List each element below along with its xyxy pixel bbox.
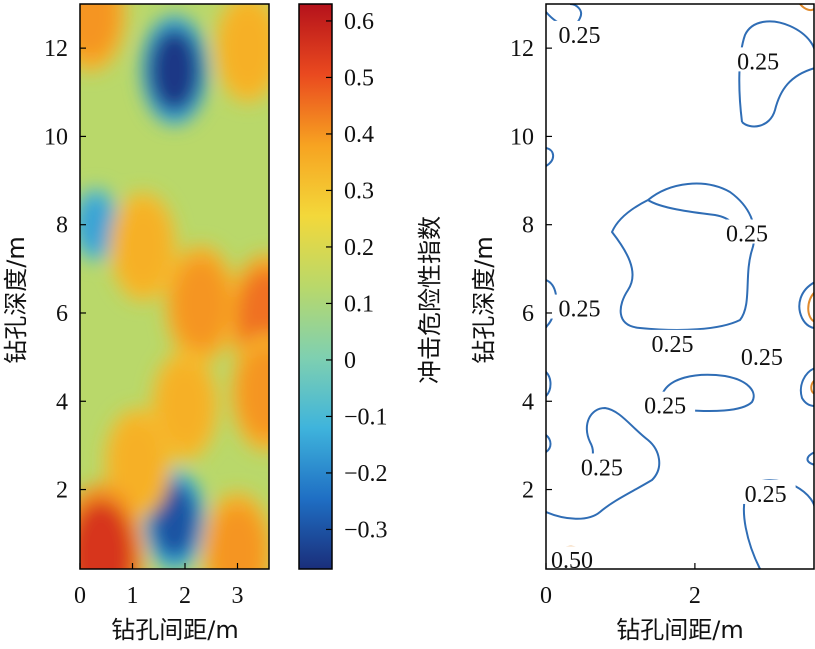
- colorbar-tick-label: 0.1: [344, 291, 374, 317]
- contour-label: 0.25: [741, 345, 783, 371]
- contour-line: [546, 434, 552, 453]
- heatmap-y-axis-label: 钻孔深度/m: [2, 236, 30, 363]
- heatmap-blob-core: [112, 420, 164, 506]
- colorbar-tick-label: −0.2: [344, 461, 388, 487]
- colorbar-label: 冲击危险性指数: [416, 216, 444, 384]
- contour-label: 0.50: [551, 548, 593, 574]
- heatmap-blob-core: [148, 27, 201, 113]
- contour-label-bg: [635, 391, 696, 416]
- contour-label: 0.25: [745, 482, 787, 508]
- contour-line: [738, 20, 814, 123]
- heatmap-x-tick-label: 2: [179, 583, 191, 609]
- contour-frame: [545, 3, 815, 570]
- contour-line: [741, 67, 814, 128]
- contour-label-bg: [571, 453, 632, 478]
- contour-label: 0.25: [559, 23, 601, 49]
- contour-y-tick-label: 8: [522, 213, 534, 239]
- heatmap-frame: [79, 3, 270, 570]
- contour-labels: 0.25 0.25 0.25 0.25 0.25 0.25 0.25 0.25 0.25 0.50: [542, 20, 796, 574]
- contour-label-bg: [731, 343, 792, 368]
- contour-y-tick-label: 10: [510, 124, 534, 150]
- heatmap-y-tick-label: 6: [56, 301, 68, 327]
- contour-line: [806, 451, 814, 466]
- heatmap-x-ticks: 0 1 2 3: [74, 563, 244, 609]
- colorbar-tick-label: 0.4: [344, 122, 374, 148]
- contour-line: [799, 367, 814, 407]
- contour-label: 0.25: [652, 332, 694, 358]
- contour-label: 0.25: [581, 455, 623, 481]
- contour-label: 0.25: [737, 49, 779, 75]
- contour-label-bg: [735, 479, 796, 504]
- heatmap-blobs: [80, 4, 269, 569]
- heatmap-blob-core: [80, 195, 115, 254]
- heatmap-blob-core: [80, 4, 119, 59]
- contour-y-tick-label: 12: [510, 36, 534, 62]
- heatmap-x-tick-label: 0: [74, 583, 86, 609]
- contour-line: [799, 4, 814, 12]
- contour-panel: 0.25 0.25 0.25 0.25 0.25 0.25 0.25 0.25 0.25 0.50…: [470, 3, 815, 644]
- contour-y-axis-label: 钻孔深度/m: [470, 236, 498, 363]
- heatmap-blob-core: [150, 481, 199, 560]
- colorbar-tick-label: 0.6: [344, 9, 374, 35]
- colorbar-tick-label: 0: [344, 348, 356, 374]
- colorbar-gradient: [299, 4, 332, 569]
- contour-label-bg: [717, 219, 777, 244]
- heatmap-blob-core: [173, 258, 229, 350]
- heatmap-blob-core: [209, 505, 266, 569]
- contour-y-tick-label: 6: [522, 301, 534, 327]
- heatmap-y-tick-label: 12: [44, 36, 68, 62]
- colorbar-tick-label: −0.1: [344, 404, 388, 430]
- contour-line: [546, 371, 552, 397]
- heatmap-blob-core: [222, 5, 269, 91]
- contour-label: 0.25: [726, 222, 768, 248]
- contour-line: [798, 281, 814, 329]
- heatmap-blob-core: [80, 499, 135, 569]
- heatmap-y-tick-label: 10: [44, 124, 68, 150]
- heatmap-blob-core: [117, 204, 169, 290]
- colorbar-frame: [298, 3, 333, 570]
- heatmap-y-ticks: 2 4 6 8 10 12: [44, 36, 86, 504]
- heatmap-y-tick-label: 2: [56, 478, 68, 504]
- contour-x-tick-label: 0: [540, 583, 552, 609]
- contour-label-bg: [549, 294, 610, 319]
- colorbar-ticks: 0.6 0.5 0.4 0.3 0.2 0.1 0 −0.1 −0.2 −0.3: [326, 9, 388, 543]
- contour-x-tick-label: 2: [689, 583, 701, 609]
- contour-label-bg: [549, 20, 610, 45]
- contour-label-bg: [728, 47, 789, 72]
- heatmap-y-tick-label: 4: [56, 389, 68, 415]
- colorbar: 0.6 0.5 0.4 0.3 0.2 0.1 0 −0.1 −0.2 −0.3 冲击危险性指数: [298, 3, 444, 570]
- colorbar-tick-label: 0.3: [344, 178, 374, 204]
- contour-label: 0.25: [644, 394, 686, 420]
- heatmap-blob-core: [238, 346, 269, 439]
- contour-line: [546, 147, 555, 167]
- colorbar-tick-label: −0.3: [344, 517, 388, 543]
- contour-line: [807, 291, 814, 323]
- contour-y-ticks: 2 4 6 8 10 12: [510, 36, 552, 504]
- contour-label: 0.25: [559, 297, 601, 323]
- contour-line: [546, 407, 661, 520]
- contour-y-tick-label: 2: [522, 478, 534, 504]
- heatmap-y-tick-label: 8: [56, 213, 68, 239]
- colorbar-tick-label: 0.5: [344, 65, 374, 91]
- contour-line: [611, 182, 756, 331]
- contour-y-tick-label: 4: [522, 389, 534, 415]
- contour-label-bg: [642, 329, 703, 354]
- heatmap-x-tick-label: 3: [232, 583, 244, 609]
- contour-x-axis-label: 钻孔间距/m: [616, 616, 743, 644]
- heatmap-x-axis-label: 钻孔间距/m: [111, 616, 238, 644]
- contour-label-bg: [542, 546, 603, 571]
- heatmap-blob-core: [159, 363, 211, 449]
- heatmap-x-tick-label: 1: [127, 583, 139, 609]
- colorbar-tick-label: 0.2: [344, 235, 374, 261]
